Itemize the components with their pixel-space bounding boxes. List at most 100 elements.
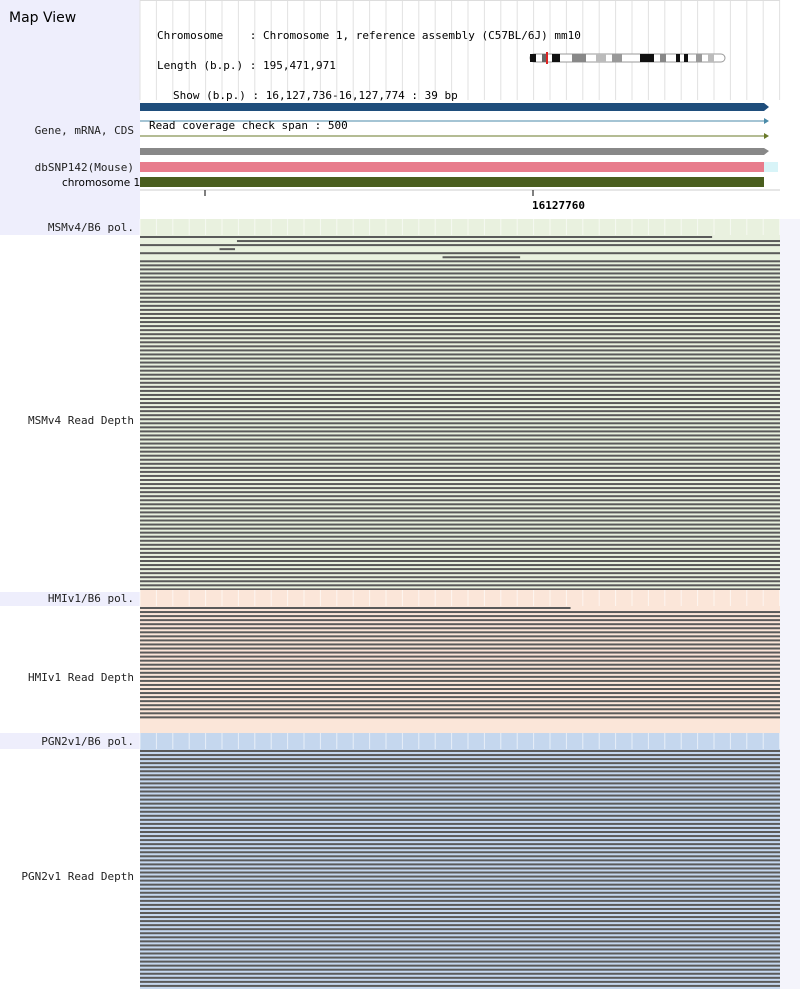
chromosome-label: Chromosome: [157, 29, 224, 42]
read-bar: [140, 704, 780, 707]
read-bar: [140, 643, 780, 646]
read-bar: [140, 822, 780, 825]
read-bar: [140, 333, 780, 336]
read-bar: [140, 406, 780, 409]
read-bar: [140, 535, 780, 538]
read-bar: [140, 393, 780, 396]
read-bar: [140, 434, 780, 437]
read-bar: [140, 794, 780, 797]
read-bar: [140, 317, 780, 319]
read-bar: [140, 750, 780, 752]
read-bar: [140, 507, 780, 510]
read-bar: [140, 972, 780, 975]
read-bar: [140, 712, 780, 715]
read-bar: [140, 584, 780, 587]
read-bar: [140, 700, 780, 703]
dbsnp-track[interactable]: [140, 162, 778, 172]
read-bar: [140, 611, 780, 614]
read-bar: [140, 564, 780, 567]
read-bar: [140, 479, 780, 481]
read-bar: [140, 607, 571, 609]
read-bar: [140, 964, 780, 967]
read-bar: [140, 867, 780, 870]
read-bar: [140, 903, 780, 906]
read-bar: [140, 782, 780, 785]
read-bar: [140, 418, 780, 421]
read-bar: [140, 402, 780, 405]
region-info: Chromosome : Chromosome 1, reference ass…: [149, 11, 581, 151]
sep-2: :: [243, 59, 263, 72]
read-bar: [140, 426, 780, 429]
read-bar: [140, 932, 780, 935]
read-bar: [140, 790, 780, 793]
read-bar: [140, 296, 780, 299]
coverage-value: 500: [327, 119, 348, 132]
coverage-label: Read coverage check span: [149, 119, 308, 132]
read-bar: [140, 651, 780, 654]
chromosome-bar: [140, 177, 764, 187]
sep-3: :: [245, 89, 266, 102]
read-bar: [140, 341, 780, 344]
read-bar: [140, 462, 780, 465]
left-panel-top: [0, 0, 140, 235]
read-bar: [140, 806, 780, 809]
read-bar: [140, 847, 780, 850]
gene-track[interactable]: [140, 103, 769, 155]
pgn-read-track[interactable]: [139, 733, 800, 989]
read-bar: [140, 814, 780, 817]
read-bar: [140, 692, 780, 695]
read-bar: [140, 337, 780, 340]
gene-track-label: Gene, mRNA, CDS: [34, 124, 134, 137]
read-bar: [140, 762, 780, 765]
read-bar: [140, 272, 780, 275]
read-bar: [140, 345, 780, 348]
pgn-pol-label: PGN2v1/B6 pol.: [41, 735, 134, 748]
read-bar: [140, 491, 780, 494]
show-value: 16,127,736-16,127,774 : 39 bp: [265, 89, 458, 102]
read-bar: [140, 912, 780, 914]
read-bar: [140, 385, 780, 388]
length-value: 195,471,971: [262, 59, 336, 72]
read-bar: [140, 515, 780, 518]
read-bar: [140, 454, 780, 457]
read-bar: [140, 952, 780, 955]
read-bar: [140, 555, 780, 558]
read-bar: [140, 325, 780, 328]
chromosome-ideogram[interactable]: [529, 52, 726, 64]
read-bar: [140, 708, 780, 711]
read-bar: [140, 568, 780, 571]
read-bar: [140, 483, 780, 486]
read-bar: [140, 560, 780, 562]
hmi-depth-label: HMIv1 Read Depth: [28, 671, 134, 684]
read-bar: [140, 487, 780, 490]
read-bar: [140, 980, 780, 983]
read-bar: [140, 268, 780, 271]
show-label: Show (b.p.): [173, 89, 246, 102]
read-bar: [140, 895, 780, 898]
read-bar: [140, 252, 780, 255]
read-bar: [140, 667, 780, 670]
read-bar: [140, 802, 780, 805]
read-bar: [140, 361, 780, 364]
read-bar: [140, 304, 780, 307]
read-bar: [140, 623, 780, 626]
hmi-read-track[interactable]: [139, 590, 800, 733]
read-bar: [140, 631, 780, 634]
read-bar: [140, 879, 780, 882]
left-panel-msm: [0, 592, 140, 606]
read-bar: [140, 446, 780, 449]
read-bar: [140, 377, 780, 380]
read-bar: [140, 398, 780, 400]
msm-read-track[interactable]: [139, 219, 800, 592]
read-bar: [140, 503, 780, 506]
read-bar: [140, 329, 780, 332]
read-bar: [140, 778, 780, 781]
chromosome-track-label: chromosome 1: [62, 177, 141, 189]
header-grid: [139, 0, 781, 100]
read-bar: [140, 450, 780, 453]
read-bar: [140, 859, 780, 862]
read-bar: [140, 843, 780, 846]
read-bar: [140, 976, 780, 979]
